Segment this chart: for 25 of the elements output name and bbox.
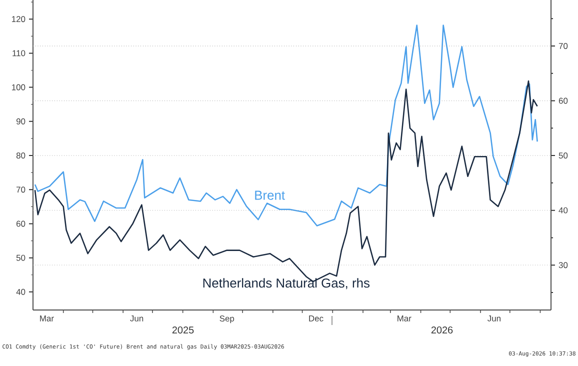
y-tick-label: 120 xyxy=(12,16,26,22)
series-label: Brent xyxy=(255,190,285,200)
text: 2026 xyxy=(431,326,453,334)
y2-tick-label: 40 xyxy=(558,207,568,214)
text: 2025 xyxy=(172,326,194,334)
line-series xyxy=(34,24,538,226)
x-tick-label: Jun xyxy=(488,316,500,322)
y-tick-label: 70 xyxy=(16,186,26,193)
y2-tick-label: 50 xyxy=(558,152,568,159)
x-tick-label: Mar xyxy=(40,316,54,322)
y2-tick-label: 60 xyxy=(558,98,568,104)
y-tick-label: 80 xyxy=(16,152,26,158)
y2-tick-label: 30 xyxy=(558,262,568,268)
y-tick-label: 110 xyxy=(12,50,26,56)
y-tick-label: 60 xyxy=(16,220,26,227)
y-tick-label: 40 xyxy=(16,288,26,295)
series-label: Netherlands Natural Gas, rhs xyxy=(203,278,370,290)
x-tick-label: Dec xyxy=(309,316,324,322)
y-tick-label: 100 xyxy=(12,84,26,90)
x-tick-label: Mar xyxy=(398,316,412,322)
y2-tick-label: 70 xyxy=(558,43,568,49)
x-tick-label: Jun xyxy=(130,316,144,322)
x-tick-label: Sep xyxy=(220,316,234,324)
y-tick-label: 50 xyxy=(16,254,26,261)
y-tick-label: 90 xyxy=(16,118,26,124)
